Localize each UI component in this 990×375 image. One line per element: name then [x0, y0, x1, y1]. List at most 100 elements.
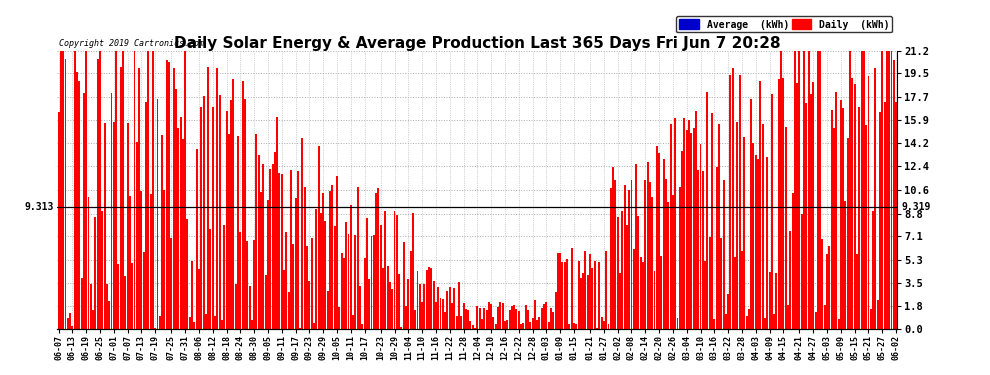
Bar: [247, 241, 248, 330]
Bar: [460, 316, 462, 330]
Bar: [184, 51, 186, 330]
Bar: [808, 51, 810, 330]
Bar: [541, 308, 543, 330]
Bar: [421, 302, 423, 330]
Bar: [775, 273, 777, 330]
Bar: [867, 76, 869, 330]
Bar: [537, 320, 539, 330]
Bar: [697, 170, 699, 330]
Bar: [163, 190, 165, 330]
Bar: [662, 159, 664, 330]
Bar: [601, 317, 603, 330]
Bar: [877, 300, 879, 330]
Bar: [382, 268, 384, 330]
Bar: [264, 275, 266, 330]
Bar: [704, 261, 706, 330]
Bar: [108, 301, 110, 330]
Bar: [860, 51, 862, 330]
Bar: [502, 303, 504, 330]
Bar: [306, 246, 308, 330]
Bar: [455, 316, 457, 330]
Bar: [803, 51, 805, 330]
Bar: [230, 100, 232, 330]
Bar: [363, 258, 365, 330]
Bar: [412, 213, 414, 330]
Bar: [168, 62, 170, 330]
Bar: [884, 102, 886, 330]
Bar: [523, 323, 525, 330]
Bar: [806, 103, 807, 330]
Bar: [819, 51, 821, 330]
Bar: [764, 318, 766, 330]
Bar: [575, 324, 577, 330]
Bar: [407, 279, 409, 330]
Bar: [129, 196, 131, 330]
Bar: [389, 282, 391, 330]
Bar: [356, 188, 358, 330]
Bar: [207, 68, 209, 330]
Bar: [242, 81, 244, 330]
Bar: [530, 322, 532, 330]
Bar: [714, 319, 716, 330]
Bar: [104, 123, 106, 330]
Bar: [761, 124, 763, 330]
Bar: [631, 180, 633, 330]
Bar: [711, 113, 713, 330]
Bar: [605, 251, 607, 330]
Bar: [346, 222, 347, 330]
Bar: [205, 314, 207, 330]
Bar: [219, 95, 221, 330]
Bar: [895, 102, 897, 330]
Bar: [476, 306, 478, 330]
Bar: [727, 294, 729, 330]
Bar: [361, 324, 363, 330]
Bar: [732, 68, 734, 330]
Bar: [622, 211, 624, 330]
Bar: [403, 242, 405, 330]
Bar: [741, 251, 742, 330]
Bar: [812, 82, 814, 330]
Bar: [325, 220, 327, 330]
Bar: [643, 261, 644, 330]
Bar: [587, 275, 589, 330]
Bar: [554, 292, 556, 330]
Bar: [83, 93, 85, 330]
Bar: [182, 139, 184, 330]
Bar: [644, 180, 646, 330]
Bar: [747, 309, 749, 330]
Bar: [759, 81, 761, 330]
Bar: [417, 271, 419, 330]
Bar: [221, 320, 223, 330]
Bar: [836, 92, 838, 330]
Bar: [497, 307, 499, 330]
Bar: [865, 125, 867, 330]
Bar: [269, 169, 271, 330]
Bar: [343, 258, 345, 330]
Bar: [442, 298, 444, 330]
Bar: [725, 314, 727, 330]
Bar: [85, 51, 87, 330]
Bar: [136, 142, 138, 330]
Bar: [66, 318, 68, 330]
Bar: [771, 94, 773, 330]
Bar: [106, 284, 108, 330]
Bar: [608, 324, 610, 330]
Bar: [255, 134, 257, 330]
Bar: [640, 257, 642, 330]
Bar: [347, 234, 349, 330]
Bar: [842, 108, 844, 330]
Bar: [506, 320, 508, 330]
Bar: [516, 309, 518, 330]
Bar: [721, 238, 722, 330]
Bar: [458, 282, 460, 330]
Bar: [778, 79, 780, 330]
Bar: [660, 256, 662, 330]
Bar: [474, 328, 476, 330]
Bar: [669, 124, 671, 330]
Bar: [499, 302, 501, 330]
Bar: [881, 51, 883, 330]
Bar: [125, 276, 127, 330]
Bar: [400, 327, 402, 330]
Bar: [446, 291, 448, 330]
Bar: [688, 120, 690, 330]
